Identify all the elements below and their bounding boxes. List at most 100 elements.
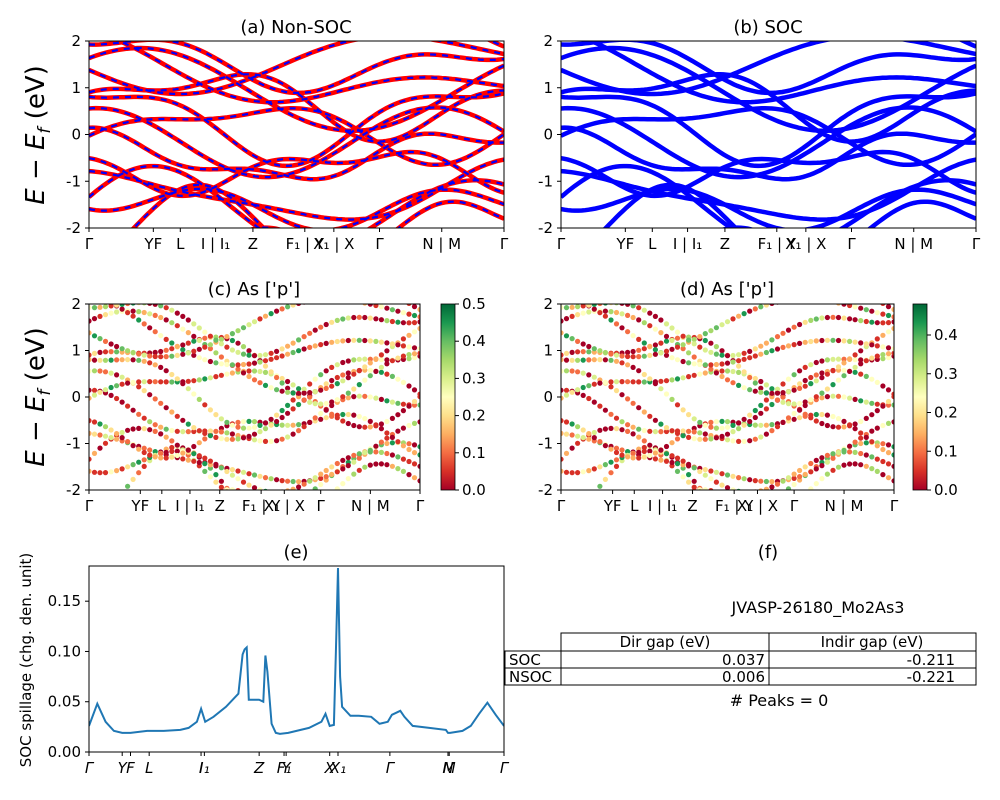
projection-point [89,304,92,311]
projection-point [741,369,747,375]
xtick-label: Z [248,235,258,253]
projection-point [290,349,296,356]
projection-point [581,271,586,276]
xtick-label: Y [118,759,129,777]
projection-point [351,452,357,458]
projection-point [719,322,725,328]
projection-point [680,458,686,464]
projection-point [730,438,736,444]
projection-point [390,290,395,295]
projection-point [356,413,362,420]
projection-point [741,438,747,444]
projection-point [318,372,324,378]
projection-point [824,386,831,392]
projection-point [262,438,269,444]
projection-point [268,369,274,375]
projection-point [825,298,830,303]
projection-point [724,419,731,425]
projection-point [263,523,268,528]
projection-point [885,351,892,357]
projection-point [389,341,395,347]
projection-point [224,334,230,340]
projection-point [147,392,153,398]
projection-point [224,487,230,490]
projection-point [191,338,197,344]
projection-point [852,352,858,358]
projection-point [561,418,564,424]
projection-point [362,337,368,344]
projection-point [307,522,312,527]
projection-point [312,376,318,382]
projection-point [323,474,329,480]
projection-point [329,297,334,302]
projection-point [235,488,241,490]
projection-point [185,378,191,384]
projection-point [891,452,894,458]
projection-point [808,374,814,381]
projection-point [262,420,269,426]
projection-point [841,367,847,373]
projection-point [835,393,842,399]
projection-point [824,422,831,429]
projection-point [367,394,373,400]
projection-point [257,422,263,428]
projection-point [702,431,708,437]
projection-point [268,385,274,391]
projection-point [797,297,802,302]
projection-point [774,346,781,352]
projection-point [174,343,180,349]
projection-point [125,264,130,269]
projection-point [686,259,691,264]
projection-point [869,308,875,314]
projection-point [290,422,296,428]
projection-point [841,278,846,283]
projection-point [351,471,357,477]
projection-point [863,373,869,379]
projection-point [808,469,814,475]
projection-point [313,520,318,525]
projection-point [880,311,886,317]
projection-point [285,422,291,428]
projection-point [758,410,764,416]
projection-point [852,317,858,323]
projection-point [597,380,603,386]
xtick-label: Γ [557,235,566,253]
projection-point [636,354,642,360]
projection-point [702,370,708,376]
projection-point [686,472,692,478]
projection-point [691,372,697,378]
projection-point [891,394,894,400]
projection-point [680,433,686,439]
projection-point [819,463,825,469]
projection-point [885,355,892,361]
projection-point [575,298,580,303]
projection-point [702,347,708,353]
xtick-label: L [145,759,153,777]
projection-point [367,418,373,424]
projection-point [329,399,335,405]
projection-point [797,321,803,328]
projection-point [586,436,592,442]
projection-point [275,489,278,490]
xtick-label: YF [615,235,634,253]
projection-point [819,420,825,427]
projection-point [608,384,614,390]
projection-point [91,469,98,475]
projection-point [180,381,186,387]
projection-point [174,448,180,454]
projection-point [351,394,357,400]
projection-point [586,269,591,274]
colorbar-d: 0.00.10.20.30.4 [912,303,958,499]
projection-point [89,395,92,401]
projection-point [748,489,751,490]
projection-point [257,487,263,490]
projection-point [830,382,836,388]
projection-point [835,449,842,456]
table-header-dir: Dir gap (eV) [620,633,711,651]
projection-point [279,353,285,359]
projection-point [880,332,886,338]
projection-point [241,271,246,276]
projection-point [619,427,625,433]
projection-point [652,429,659,435]
projection-point [163,379,169,385]
